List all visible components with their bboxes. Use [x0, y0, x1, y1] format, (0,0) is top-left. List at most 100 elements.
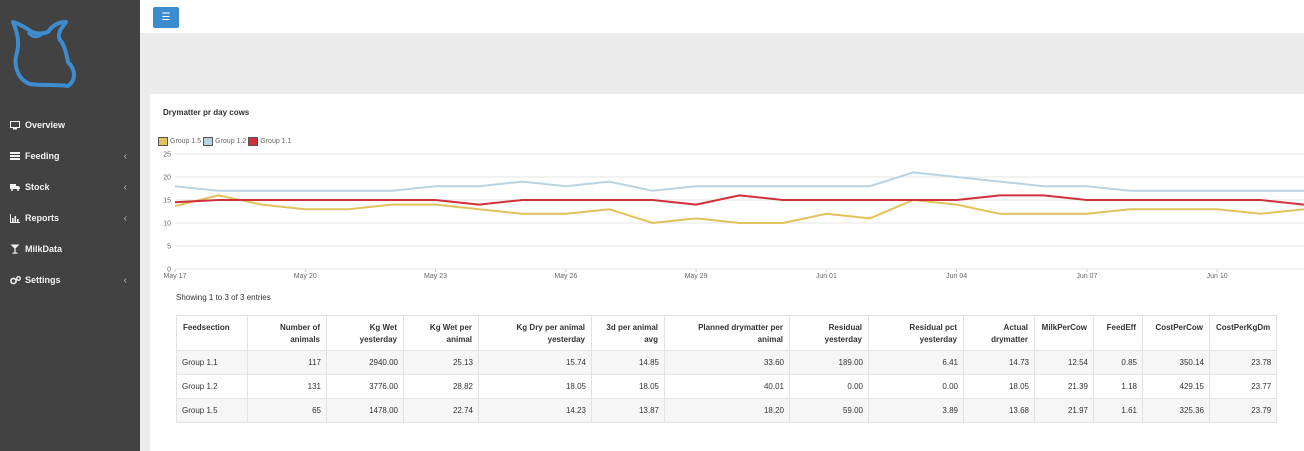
table-cell: Group 1.5	[176, 398, 248, 423]
legend-label: Group 1.5	[170, 138, 202, 145]
column-header-line: Residual	[828, 323, 862, 332]
table-cell: 18.05	[963, 374, 1035, 399]
x-tick-label: May 29	[685, 273, 708, 280]
legend-item[interactable]: Group 1.1	[248, 137, 291, 146]
column-header-line: Actual	[1003, 323, 1028, 332]
table-cell: 18.05	[478, 374, 592, 399]
table-cell: 65	[247, 398, 327, 423]
column-header-line: animal	[757, 335, 783, 344]
table-row[interactable]: Group 1.5 65 1478.00 22.74 14.23 13.87 18.20 59…	[176, 398, 1278, 423]
content-panel: Drymatter pr day cows Group 1.5 Group 1.2…	[150, 94, 1304, 451]
series-line-group-1-5	[174, 194, 1304, 224]
cow-logo-icon[interactable]	[8, 14, 78, 92]
column-header[interactable]: Feedsection	[176, 315, 248, 351]
menu-toggle-button[interactable]: ☰	[153, 7, 179, 28]
table-cell: 0.00	[789, 374, 869, 399]
table-row[interactable]: Group 1.2 131 3776.00 28.82 18.05 18.05 40.01 0…	[176, 374, 1278, 399]
table-cell: 28.82	[403, 374, 479, 399]
column-header[interactable]: Kg Wet yesterday	[326, 315, 404, 351]
table-cell: 13.68	[963, 398, 1035, 423]
sidebar-item-stock[interactable]: Stock ‹	[0, 175, 140, 199]
y-tick-label: 25	[163, 152, 171, 159]
column-header[interactable]: Residual pct yesterday	[868, 315, 964, 351]
legend-item[interactable]: Group 1.5	[158, 137, 201, 146]
column-header[interactable]: Kg Dry per animal yesterday	[478, 315, 592, 351]
chart-legend: Group 1.5 Group 1.2 Group 1.1	[158, 137, 293, 146]
table-cell: 0.85	[1093, 350, 1143, 375]
table-cell: Group 1.1	[176, 350, 248, 375]
column-header-line: 3d per animal	[606, 323, 658, 332]
column-header-line: animal	[446, 335, 472, 344]
sidebar-item-label: Reports	[25, 213, 60, 223]
column-header-line: yesterday	[824, 335, 862, 344]
table-cell: 1478.00	[326, 398, 404, 423]
sidebar-item-feeding[interactable]: Feeding ‹	[0, 144, 140, 168]
y-tick-label: 0	[167, 267, 171, 274]
sidebar-item-milkdata[interactable]: MilkData	[0, 237, 140, 261]
y-tick-label: 15	[163, 198, 171, 205]
column-header-line: CostPerCow	[1155, 323, 1203, 332]
feed-table: Feedsection Number of animals Kg Wet yesterd…	[176, 315, 1278, 423]
column-header[interactable]: CostPerCow	[1142, 315, 1210, 351]
table-cell: 2940.00	[326, 350, 404, 375]
sidebar-item-label: Overview	[25, 120, 66, 130]
column-header[interactable]: Residual yesterday	[789, 315, 869, 351]
sidebar-item-label: Stock	[25, 182, 50, 192]
bar-chart-icon	[9, 213, 21, 223]
column-header[interactable]: FeedEff	[1093, 315, 1143, 351]
table-cell: 429.15	[1142, 374, 1210, 399]
table-cell: 18.05	[591, 374, 665, 399]
column-header[interactable]: Kg Wet per animal	[403, 315, 479, 351]
column-header[interactable]: MilkPerCow	[1034, 315, 1094, 351]
y-tick-label: 5	[167, 244, 171, 251]
table-cell: 131	[247, 374, 327, 399]
x-tick-label: May 26	[554, 273, 577, 280]
column-header-line: Kg Dry per animal	[516, 323, 585, 332]
table-cell: 59.00	[789, 398, 869, 423]
table-cell: 1.18	[1093, 374, 1143, 399]
table-cell: 33.60	[664, 350, 790, 375]
table-cell: 25.13	[403, 350, 479, 375]
sidebar-item-label: MilkData	[25, 244, 63, 254]
sidebar-item-overview[interactable]: Overview	[0, 113, 140, 137]
top-bar: ☰	[140, 0, 1304, 33]
column-header[interactable]: Planned drymatter per animal	[664, 315, 790, 351]
table-row[interactable]: Group 1.1 117 2940.00 25.13 15.74 14.85 33.60 1…	[176, 350, 1278, 375]
table-info: Showing 1 to 3 of 3 entries	[176, 293, 271, 302]
legend-swatch	[248, 137, 259, 146]
legend-item[interactable]: Group 1.2	[203, 137, 246, 146]
series-line-group-1-1	[174, 194, 1304, 206]
column-header-line: Residual pct	[909, 323, 957, 332]
sidebar-item-label: Settings	[25, 275, 61, 285]
table-cell: 18.20	[664, 398, 790, 423]
sidebar: Overview Feeding ‹ Stock ‹ Reports ‹ MilkData Se…	[0, 0, 140, 451]
column-header-line: avg	[644, 335, 658, 344]
x-tick-label: Jun 04	[946, 273, 967, 280]
column-header[interactable]: 3d per animal avg	[591, 315, 665, 351]
column-header[interactable]: CostPerKgDm	[1208, 315, 1278, 351]
table-cell: 1.61	[1093, 398, 1143, 423]
x-tick-label: Jun 07	[1076, 273, 1097, 280]
column-header-line: drymatter	[991, 335, 1028, 344]
glass-icon	[9, 244, 21, 254]
column-header[interactable]: Number of animals	[247, 315, 327, 351]
table-cell: 13.87	[591, 398, 665, 423]
y-tick-label: 20	[163, 175, 171, 182]
column-header[interactable]: Actual drymatter	[963, 315, 1035, 351]
chevron-left-icon: ‹	[123, 181, 127, 193]
column-header-line: FeedEff	[1106, 323, 1136, 332]
table-cell: 325.36	[1142, 398, 1210, 423]
sidebar-item-reports[interactable]: Reports ‹	[0, 206, 140, 230]
column-header-line: Kg Wet per	[429, 323, 472, 332]
truck-icon	[9, 183, 21, 191]
x-tick-label: Jun 01	[816, 273, 837, 280]
table-cell: 12.54	[1034, 350, 1094, 375]
table-cell: 189.00	[789, 350, 869, 375]
x-tick-label: May 23	[424, 273, 447, 280]
column-header-line: animals	[290, 335, 320, 344]
table-cell: 350.14	[1142, 350, 1210, 375]
sidebar-item-settings[interactable]: Settings ‹	[0, 268, 140, 292]
series-line-group-1-2	[174, 171, 1304, 192]
table-cell: 22.74	[403, 398, 479, 423]
table-cell: 3.89	[868, 398, 964, 423]
